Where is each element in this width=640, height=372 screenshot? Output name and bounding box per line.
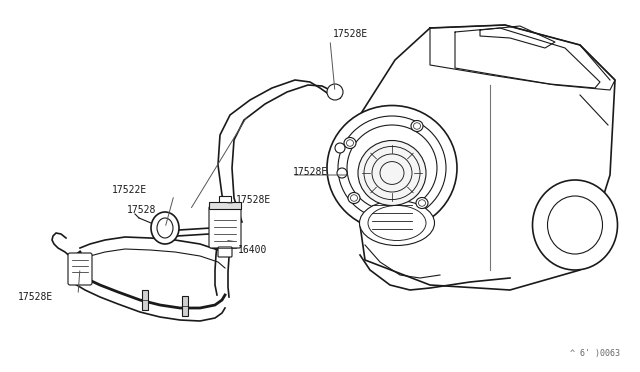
Bar	[209, 202, 241, 209]
Circle shape	[337, 168, 347, 178]
Ellipse shape	[327, 106, 457, 231]
Ellipse shape	[360, 201, 435, 246]
Text: 16400: 16400	[238, 245, 268, 255]
Text: 17522E: 17522E	[112, 185, 147, 195]
Text: 17528E: 17528E	[333, 29, 368, 39]
Text: 17528: 17528	[127, 205, 156, 215]
Bar	[182, 296, 188, 316]
Text: 17528E: 17528E	[18, 292, 53, 302]
Ellipse shape	[348, 192, 360, 203]
Text: ^ 6' )0063: ^ 6' )0063	[570, 349, 620, 358]
Circle shape	[335, 143, 345, 153]
Bar	[142, 290, 148, 310]
Bar	[219, 196, 231, 206]
Circle shape	[327, 84, 343, 100]
Text: 17528E: 17528E	[236, 195, 271, 205]
FancyBboxPatch shape	[209, 206, 241, 248]
FancyBboxPatch shape	[68, 253, 92, 285]
Ellipse shape	[416, 198, 428, 208]
Text: 17528E: 17528E	[293, 167, 328, 177]
Polygon shape	[355, 25, 615, 290]
FancyBboxPatch shape	[218, 247, 232, 257]
Ellipse shape	[411, 121, 423, 131]
Ellipse shape	[358, 141, 426, 205]
Ellipse shape	[344, 138, 356, 148]
Ellipse shape	[338, 116, 446, 220]
Ellipse shape	[151, 212, 179, 244]
Ellipse shape	[157, 218, 173, 238]
Ellipse shape	[532, 180, 618, 270]
